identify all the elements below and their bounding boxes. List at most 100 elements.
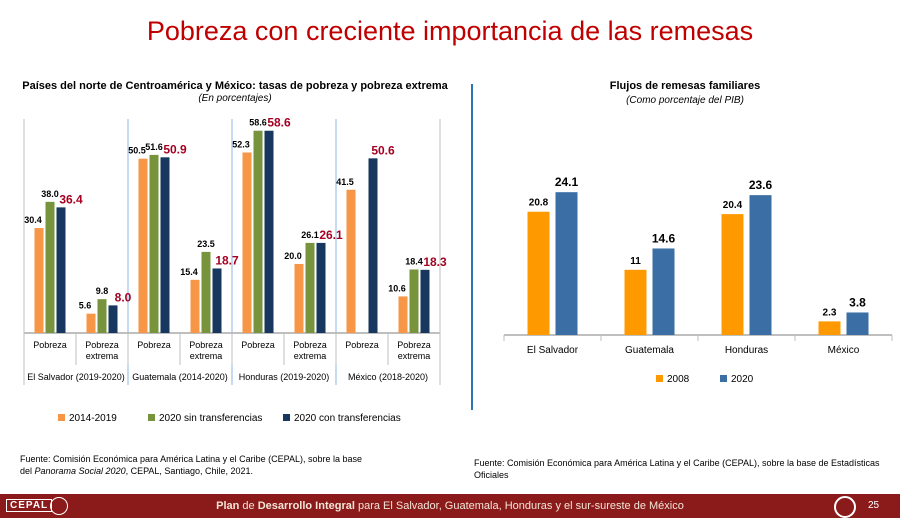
left-data-label-s2: 18.3 (423, 255, 447, 269)
right-legend-label: 2020 (731, 374, 754, 385)
left-bar-1 (253, 130, 263, 333)
left-bar-1 (149, 154, 159, 333)
left-category-label: extrema (190, 351, 223, 361)
left-category-label: Pobreza (345, 340, 379, 350)
left-data-label-s0: 15.4 (180, 267, 198, 277)
left-bar-1 (305, 242, 315, 333)
left-data-label-s1: 18.4 (405, 256, 423, 266)
left-data-label-s2: 50.6 (371, 143, 395, 157)
right-category-label: México (828, 345, 860, 356)
left-bar-2 (212, 268, 222, 333)
left-category-label: extrema (294, 351, 327, 361)
footer-de: de (239, 500, 258, 512)
right-data-label-s0: 20.8 (529, 198, 549, 209)
left-bar-1 (45, 201, 55, 333)
left-data-label-s1: 38.0 (41, 189, 59, 199)
left-data-label-s1: 23.5 (197, 239, 215, 249)
left-group-label: El Salvador (2019-2020) (27, 372, 125, 382)
left-data-label-s2: 50.9 (163, 142, 187, 156)
left-chart-source: Fuente: Comisión Económica para América … (20, 453, 460, 477)
footer-bar: CEPAL Plan de Desarrollo Integral para E… (0, 494, 900, 518)
left-category-label: Pobreza (33, 340, 67, 350)
left-data-label-s1: 51.6 (145, 142, 163, 152)
left-bar-2 (160, 157, 170, 333)
left-bar-2 (420, 269, 430, 333)
left-bar-0 (294, 263, 304, 333)
left-legend-label: 2020 con transferencias (294, 413, 401, 424)
left-bar-2 (264, 130, 274, 333)
right-data-label-s1: 23.6 (749, 178, 773, 192)
left-category-label: Pobreza (189, 340, 223, 350)
right-bar-1 (749, 195, 772, 335)
right-bar-0 (527, 211, 550, 335)
page-number: 25 (868, 500, 880, 511)
right-chart-title: Flujos de remesas familiares (609, 80, 761, 92)
footer-plan: Plan (216, 500, 240, 512)
page-title: Pobreza con creciente importancia de las… (146, 16, 754, 46)
right-bar-1 (555, 192, 578, 335)
left-data-label-s0: 52.3 (232, 139, 250, 149)
right-category-label: Guatemala (625, 345, 674, 356)
left-category-label: Pobreza (241, 340, 275, 350)
mexico-seal-icon (834, 496, 856, 518)
left-legend-swatch (148, 414, 155, 421)
left-category-label: extrema (398, 351, 431, 361)
left-bar-0 (86, 313, 96, 333)
left-group-label: Honduras (2019-2020) (239, 372, 330, 382)
right-category-label: El Salvador (527, 345, 579, 356)
right-data-label-s1: 14.6 (652, 231, 676, 245)
right-chart-source: Fuente: Comisión Económica para América … (474, 458, 880, 480)
right-bar-1 (846, 312, 869, 335)
footer-desarrollo: Desarrollo Integral (257, 500, 355, 512)
right-bar-0 (818, 321, 841, 335)
right-chart-subtitle: (Como porcentaje del PIB) (626, 95, 744, 106)
footer-rest: para El Salvador, Guatemala, Honduras y … (354, 500, 684, 512)
right-bar-1 (652, 248, 675, 335)
left-data-label-s0: 20.0 (284, 251, 302, 261)
left-data-label-s0: 10.6 (388, 283, 406, 293)
left-bar-0 (190, 279, 200, 333)
left-data-label-s2: 58.6 (267, 116, 291, 130)
left-data-label-s2: 36.4 (59, 192, 83, 206)
left-data-label-s0: 30.4 (24, 215, 42, 225)
right-data-label-s0: 20.4 (723, 200, 743, 211)
left-chart-title: Países del norte de Centroamérica y Méxi… (22, 80, 448, 92)
left-source-line2-italic: Panorama Social 2020 (34, 466, 126, 476)
right-data-label-s1: 3.8 (849, 295, 866, 309)
right-data-label-s1: 24.1 (555, 175, 579, 189)
left-data-label-s0: 5.6 (79, 301, 92, 311)
left-bar-2 (368, 158, 378, 333)
left-bar-0 (398, 296, 408, 333)
left-bar-0 (138, 158, 148, 333)
left-category-label: extrema (86, 351, 119, 361)
left-legend-swatch (58, 414, 65, 421)
left-data-label-s1: 9.8 (96, 286, 109, 296)
left-category-label: Pobreza (397, 340, 431, 350)
left-category-label: Pobreza (85, 340, 119, 350)
left-data-label-s2: 8.0 (115, 290, 132, 304)
left-source-line1: Fuente: Comisión Económica para América … (20, 454, 362, 464)
left-legend-label: 2020 sin transferencias (159, 413, 262, 424)
right-legend-label: 2008 (667, 374, 690, 385)
left-group-label: México (2018-2020) (348, 372, 428, 382)
right-data-label-s0: 2.3 (823, 307, 837, 318)
left-data-label-s2: 18.7 (215, 253, 239, 267)
left-bar-1 (409, 269, 419, 333)
left-bar-0 (242, 152, 252, 333)
left-bar-1 (97, 299, 107, 333)
left-bar-0 (34, 228, 44, 333)
left-bar-1 (201, 251, 211, 333)
left-category-label: Pobreza (137, 340, 171, 350)
right-data-label-s0: 11 (630, 256, 641, 267)
left-data-label-s0: 41.5 (336, 177, 354, 187)
right-category-label: Honduras (725, 345, 768, 356)
left-bar-2 (316, 242, 326, 333)
left-chart-subtitle: (En porcentajes) (198, 93, 272, 104)
left-category-label: Pobreza (293, 340, 327, 350)
right-bar-0 (721, 214, 744, 335)
left-group-label: Guatemala (2014-2020) (132, 372, 228, 382)
left-bar-2 (56, 207, 66, 333)
right-legend-swatch (720, 375, 727, 382)
left-data-label-s2: 26.1 (319, 228, 343, 242)
left-legend-swatch (283, 414, 290, 421)
